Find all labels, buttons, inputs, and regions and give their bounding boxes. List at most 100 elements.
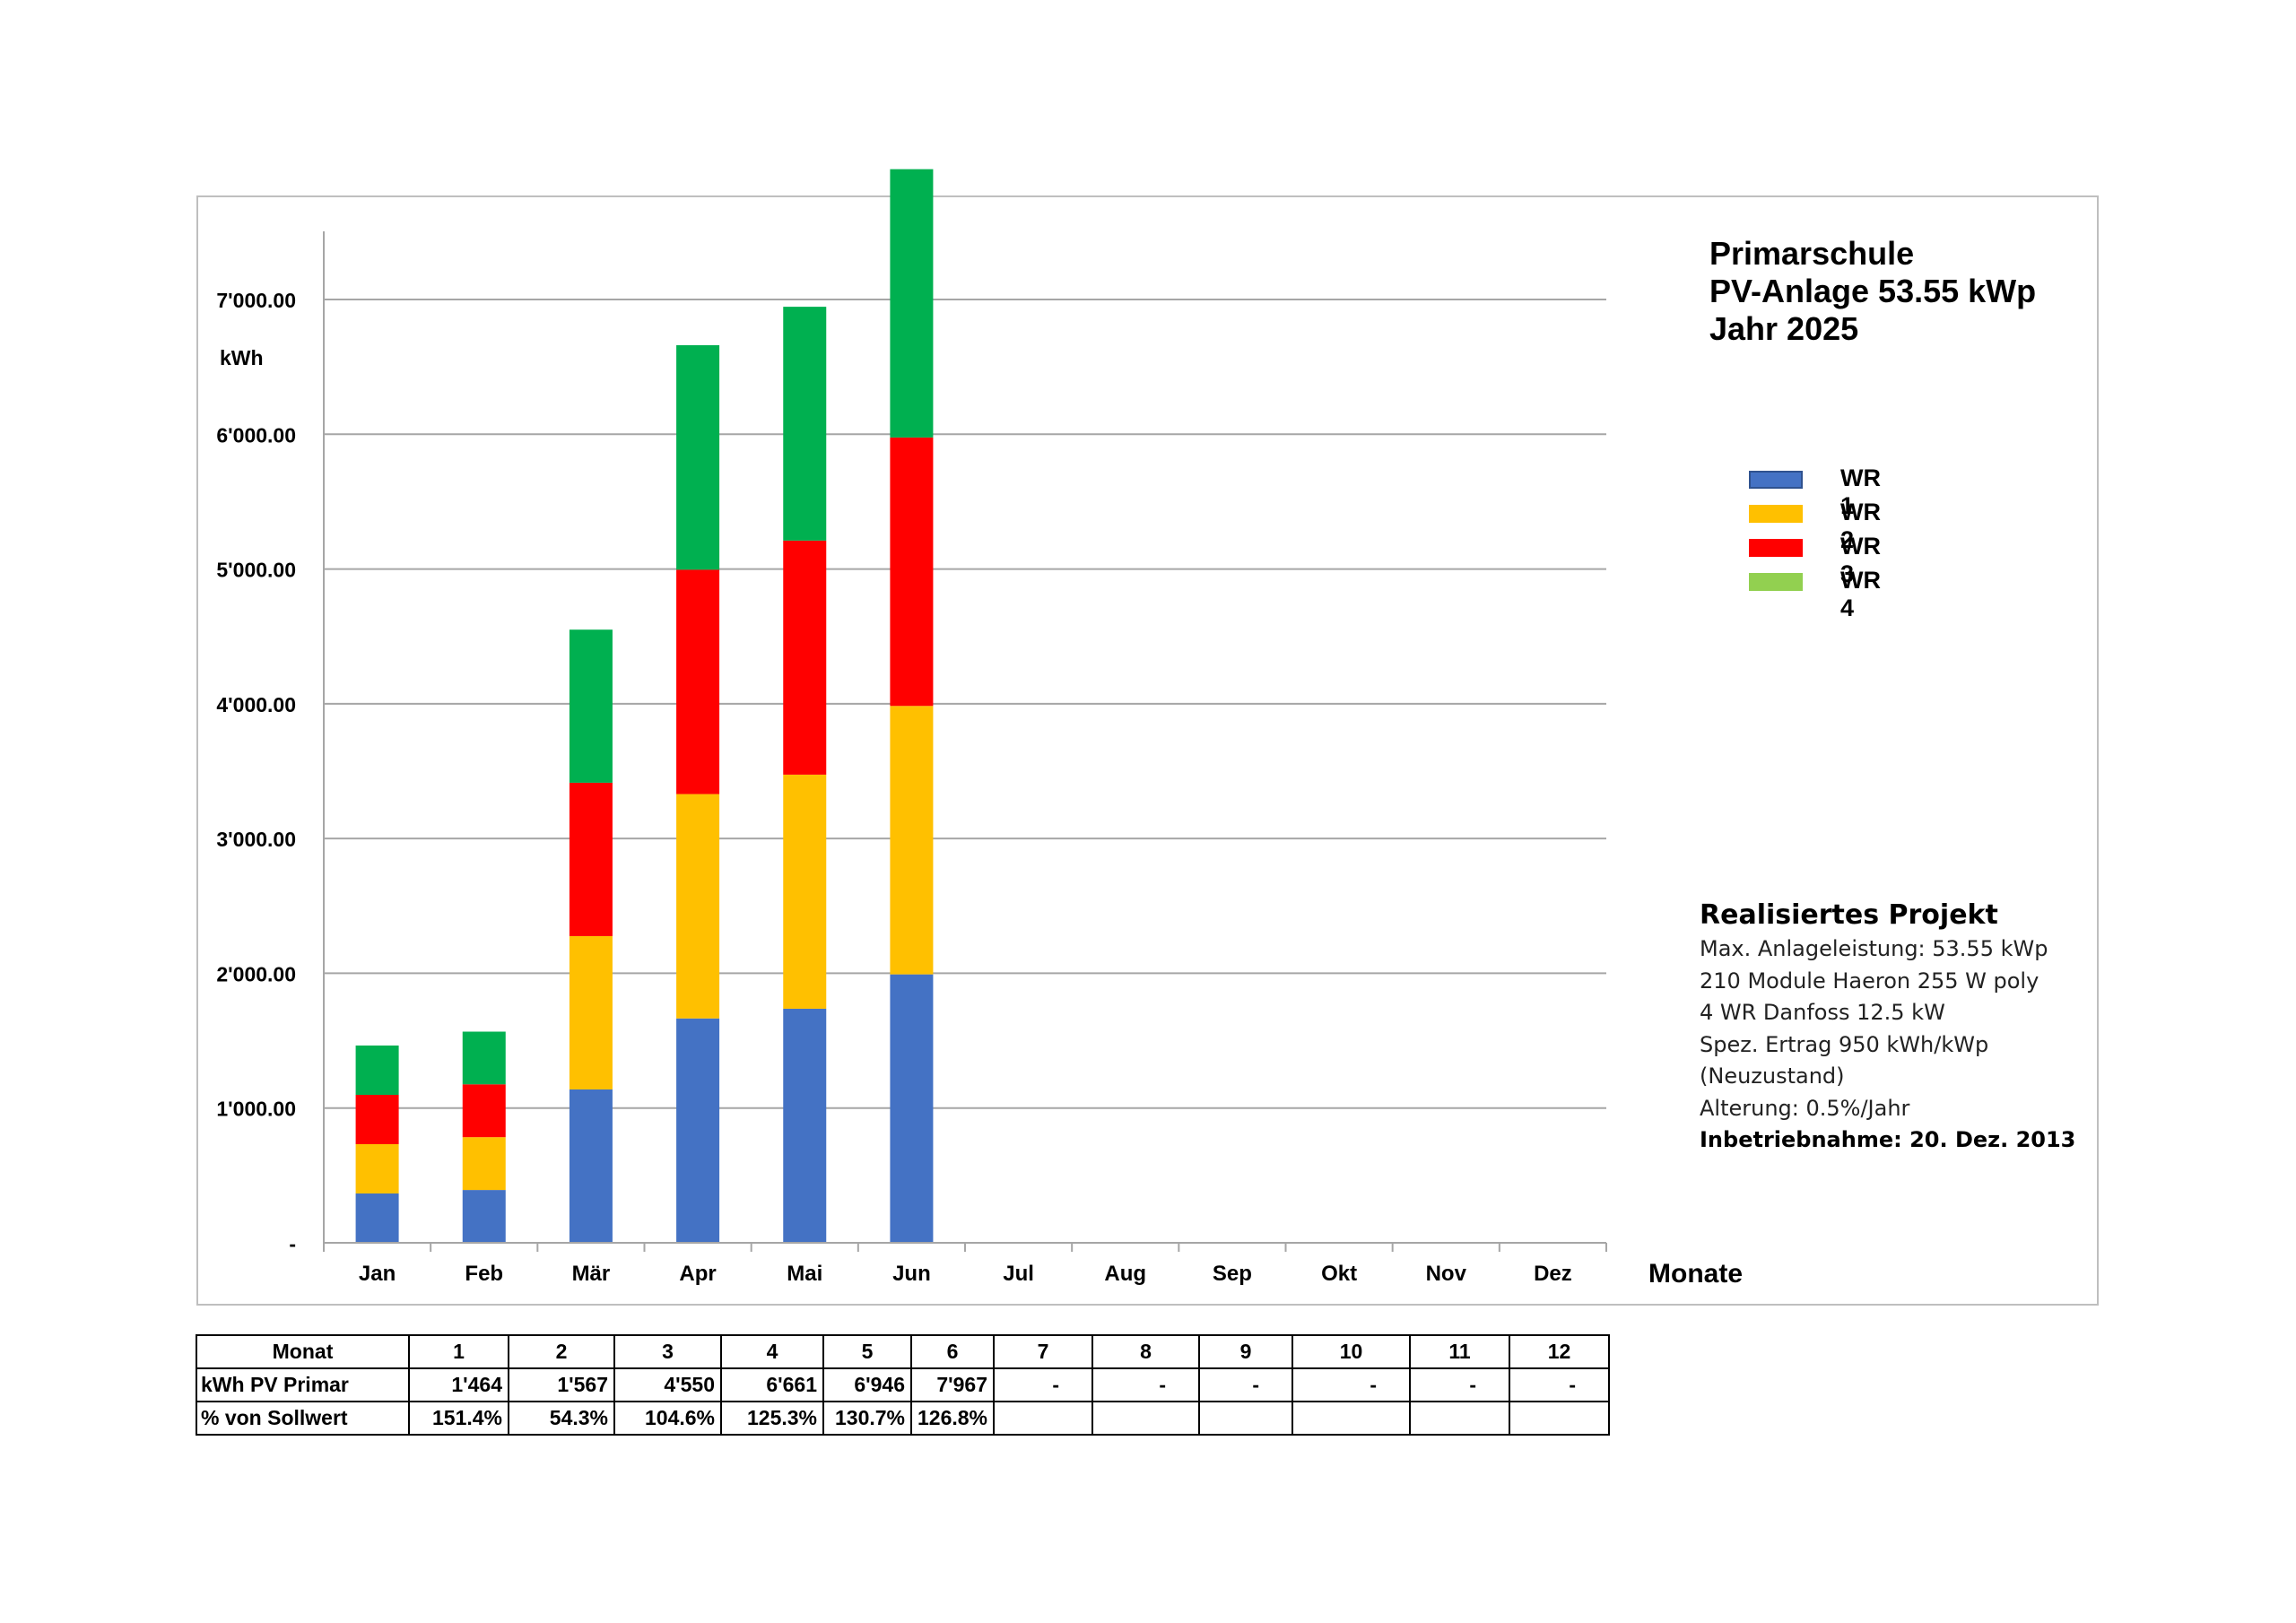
project-info-line: 4 WR Danfoss 12.5 kW xyxy=(1700,1000,1945,1025)
bar-segment-wr1 xyxy=(676,1018,720,1243)
x-tick-label: Aug xyxy=(1104,1262,1146,1286)
chart-title-line-1: Primarschule xyxy=(1709,235,1915,272)
table-cell xyxy=(1292,1401,1412,1436)
table-cell: 7'967 xyxy=(909,1367,996,1402)
x-tick-label: Mär xyxy=(572,1262,611,1286)
bar-segment-wr1 xyxy=(355,1193,399,1243)
legend-label-wr1: WR 1 xyxy=(1840,464,1881,519)
project-info-line: 210 Module Haeron 255 W poly xyxy=(1700,968,2039,994)
bar-segment-wr4 xyxy=(569,629,613,783)
bar-segment-wr3 xyxy=(890,437,934,707)
legend-label-wr3: WR 3 xyxy=(1840,533,1881,587)
y-tick-label: 5'000.00 xyxy=(216,559,296,582)
table-header-cell: 9 xyxy=(1198,1334,1294,1369)
x-tick-label: Sep xyxy=(1213,1262,1252,1286)
x-tick-label: Apr xyxy=(679,1262,716,1286)
axes xyxy=(323,231,1607,1252)
table-header-cell: 8 xyxy=(1091,1334,1201,1369)
table-cell: - xyxy=(1509,1367,1611,1402)
bar-segment-wr4 xyxy=(355,1045,399,1095)
table-cell: 6'661 xyxy=(720,1367,824,1402)
table-cell: 6'946 xyxy=(822,1367,912,1402)
table-cell: 4'550 xyxy=(613,1367,722,1402)
legend-label-wr2: WR 2 xyxy=(1840,499,1881,553)
table-cell xyxy=(1409,1401,1511,1436)
table-cell: - xyxy=(1409,1367,1511,1402)
gridlines xyxy=(324,299,1606,1109)
y-axis-label: kWh xyxy=(220,346,264,369)
table-cell: - xyxy=(1292,1367,1412,1402)
bar-segment-wr2 xyxy=(355,1143,399,1193)
chart-frame xyxy=(196,195,2099,1306)
chart-title: Primarschule PV-Anlage 53.55 kWp Jahr 20… xyxy=(1709,235,2036,348)
legend-swatch-wr1 xyxy=(1749,471,1803,489)
bar-segment-wr3 xyxy=(783,540,827,775)
bar-segment-wr3 xyxy=(462,1084,506,1138)
y-tick-label: 6'000.00 xyxy=(216,423,296,447)
x-axis-label: Monate xyxy=(1648,1259,1743,1289)
x-tick-label: Dez xyxy=(1534,1262,1572,1286)
x-tick-label: Mai xyxy=(787,1262,822,1286)
bar-segment-wr4 xyxy=(676,344,720,570)
table-cell: 104.6% xyxy=(613,1401,722,1436)
y-tick-label: 7'000.00 xyxy=(216,289,296,312)
table-header-cell: 3 xyxy=(613,1334,722,1369)
y-tick-label: 3'000.00 xyxy=(216,828,296,851)
table-header-cell: 1 xyxy=(408,1334,509,1369)
table-header-cell: 10 xyxy=(1292,1334,1412,1369)
bar-segment-wr4 xyxy=(890,169,934,438)
table-cell: 54.3% xyxy=(508,1401,615,1436)
bar-segment-wr1 xyxy=(783,1008,827,1243)
chart-title-line-2: PV-Anlage 53.55 kWp xyxy=(1709,273,2037,309)
table-cell: 1'464 xyxy=(408,1367,509,1402)
table-cell: 126.8% xyxy=(909,1401,996,1436)
tick-labels: - 1'000.00 2'000.00 3'000.00 4'000.00 5'000.0… xyxy=(216,289,1571,1286)
bar-segment-wr2 xyxy=(462,1137,506,1191)
table-header-cell: 5 xyxy=(822,1334,912,1369)
table-cell xyxy=(1198,1401,1294,1436)
table-cell xyxy=(993,1401,1094,1436)
x-tick-label: Jan xyxy=(359,1262,396,1286)
project-info-line: Max. Anlageleistung: 53.55 kWp xyxy=(1700,936,2048,961)
table-cell: 151.4% xyxy=(408,1401,509,1436)
project-info-line: Alterung: 0.5%/Jahr xyxy=(1700,1095,1910,1121)
table-header-cell: 12 xyxy=(1509,1334,1611,1369)
project-info-title: Realisiertes Projekt xyxy=(1700,899,1998,931)
table-cell: 130.7% xyxy=(822,1401,912,1436)
x-tick-label: Feb xyxy=(465,1262,503,1286)
project-info-line: (Neuzustand) xyxy=(1700,1063,1845,1089)
table-cell: 125.3% xyxy=(720,1401,824,1436)
table-row: % von Sollwert 151.4% 54.3% 104.6% 125.3… xyxy=(196,1401,1611,1436)
bar-segment-wr4 xyxy=(462,1031,506,1085)
chart-title-line-3: Jahr 2025 xyxy=(1709,310,1859,347)
x-tick-label: Jul xyxy=(1003,1262,1034,1286)
table-cell: - xyxy=(993,1367,1094,1402)
bar-segment-wr3 xyxy=(676,569,720,794)
project-info-line: Spez. Ertrag 950 kWh/kWp xyxy=(1700,1031,1989,1057)
legend-swatch-wr3 xyxy=(1749,539,1803,557)
bar-segment-wr2 xyxy=(890,706,934,975)
table-header-cell: 11 xyxy=(1409,1334,1511,1369)
table-cell xyxy=(1091,1401,1201,1436)
y-tick-label: 2'000.00 xyxy=(216,962,296,985)
bar-segment-wr1 xyxy=(569,1089,613,1243)
bars xyxy=(355,169,934,1243)
bar-segment-wr3 xyxy=(569,782,613,936)
y-tick-label: 1'000.00 xyxy=(216,1098,296,1121)
table-cell: - xyxy=(1091,1367,1201,1402)
bar-segment-wr1 xyxy=(890,974,934,1243)
table-header-cell: 6 xyxy=(909,1334,996,1369)
commissioning-date: Inbetriebnahme: 20. Dez. 2013 xyxy=(1700,1127,2076,1152)
table-cell: 1'567 xyxy=(508,1367,615,1402)
table-row-label: kWh PV Primar xyxy=(196,1367,410,1402)
bar-segment-wr2 xyxy=(676,794,720,1019)
table-header-cell: 2 xyxy=(508,1334,615,1369)
legend-swatch-wr4 xyxy=(1749,573,1803,591)
bar-segment-wr4 xyxy=(783,307,827,541)
project-info: Realisiertes Projekt Max. Anlageleistung… xyxy=(1700,898,2075,1157)
table-header-cell: 7 xyxy=(993,1334,1094,1369)
x-tick-label: Nov xyxy=(1426,1262,1467,1286)
y-tick-label: 4'000.00 xyxy=(216,693,296,716)
y-tick-label: - xyxy=(289,1232,296,1255)
